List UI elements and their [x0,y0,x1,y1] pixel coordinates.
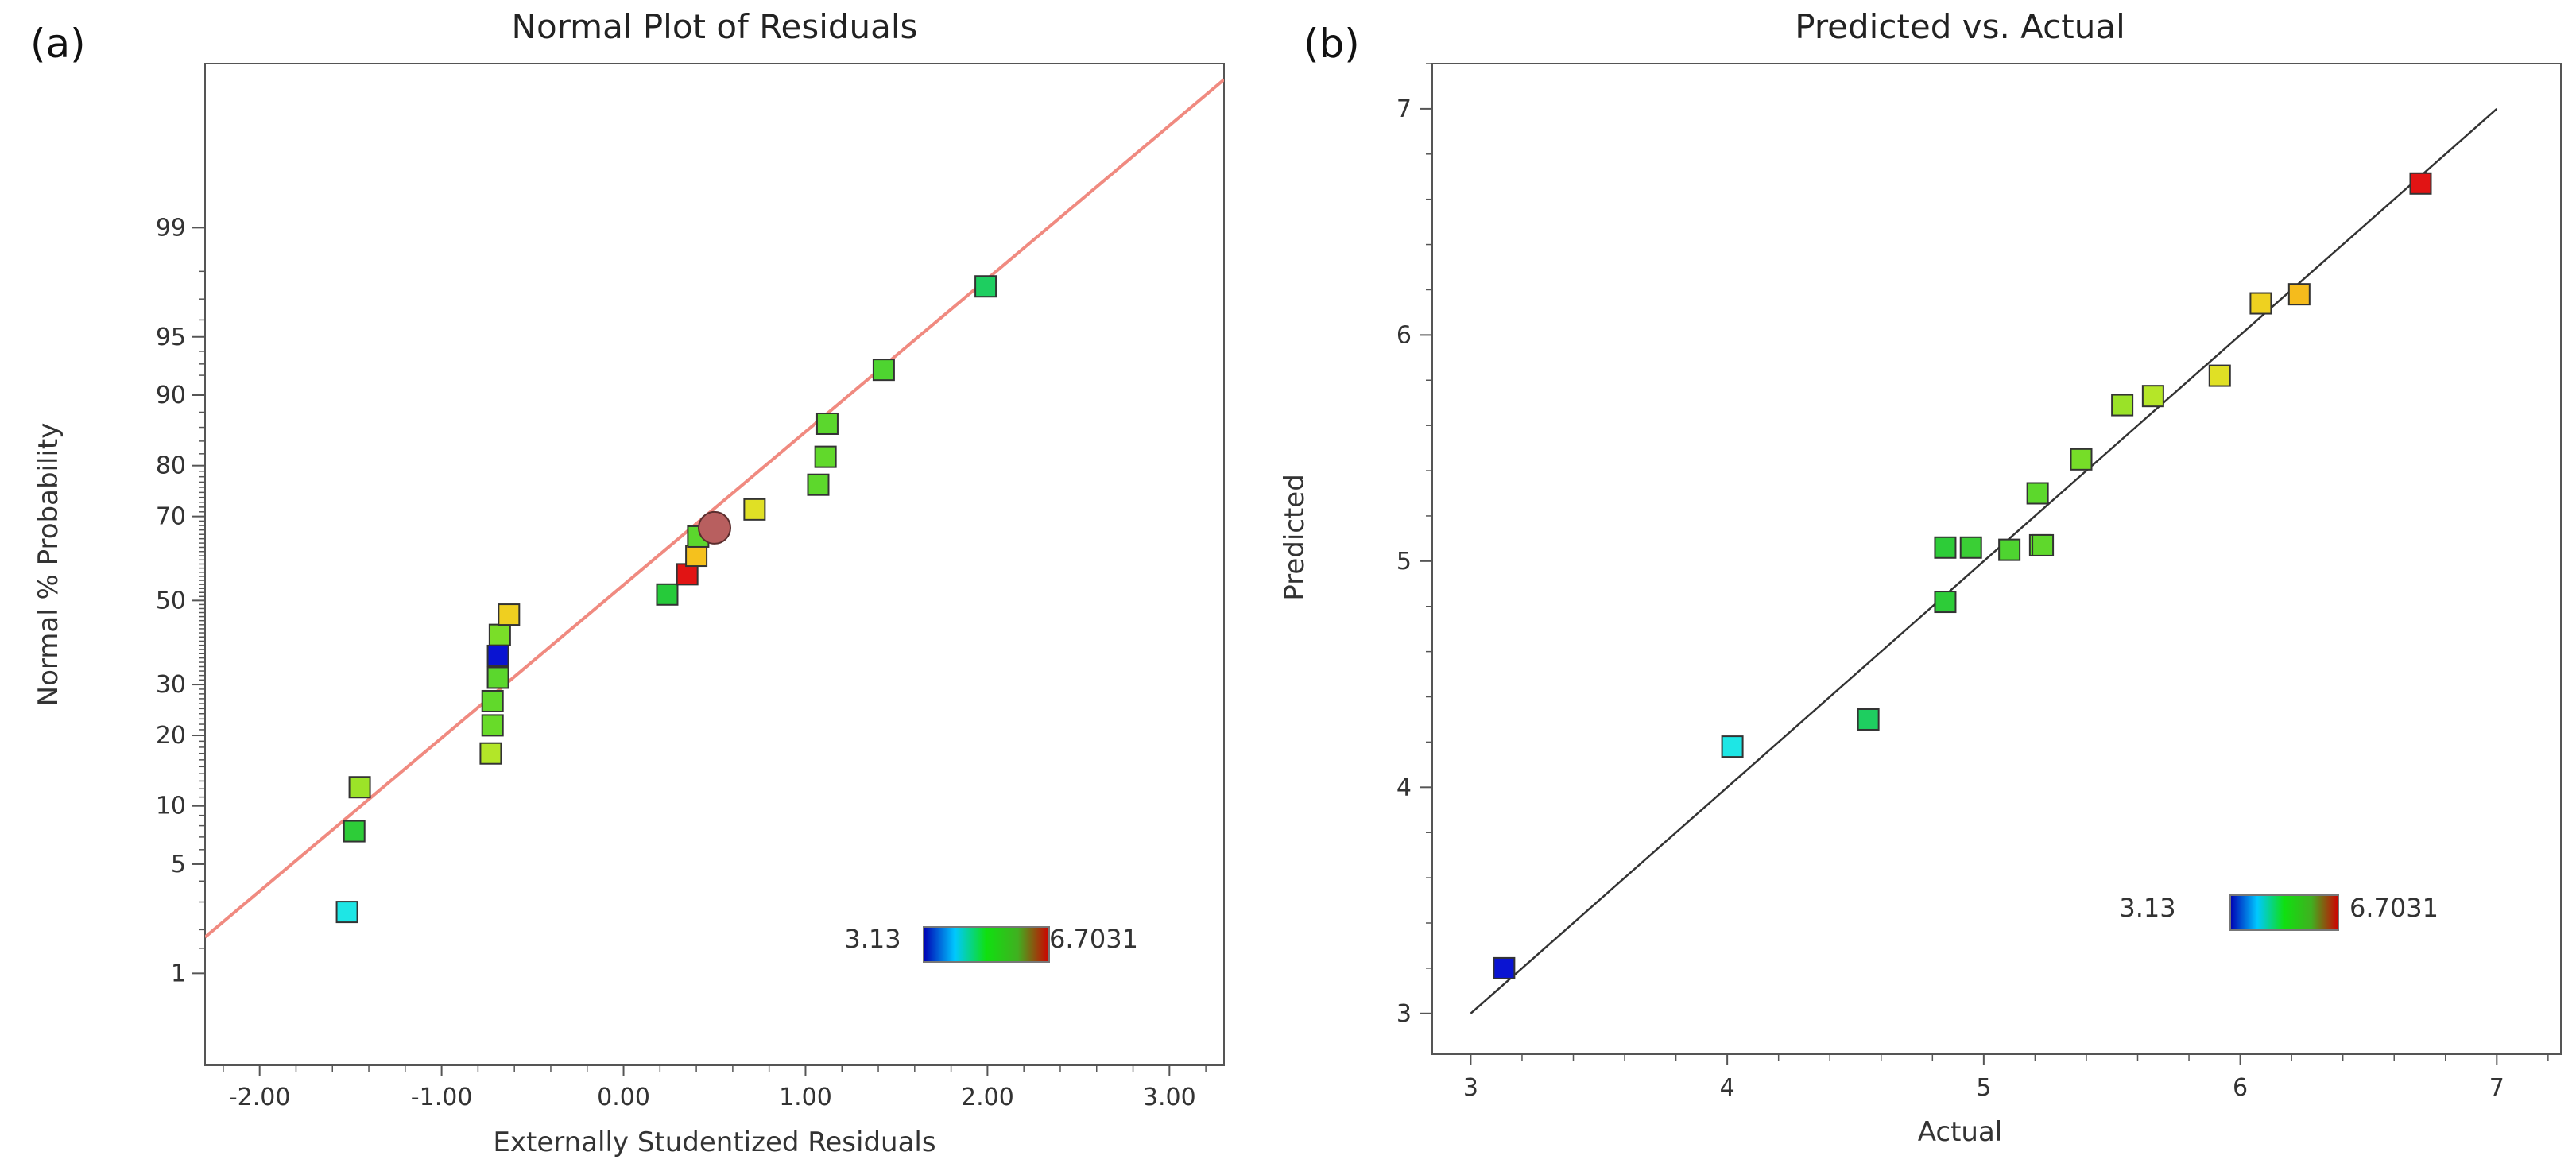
panel-a-data-point [348,776,371,799]
panel-b-axis-ticks: 3 4 5 6 7 3 4 5 6 7 [1396,63,2549,1102]
panel-b-data-point [2026,482,2049,505]
panel-a: (a) Normal Plot of Residuals -2.00 -1.00 0… [30,7,1225,1158]
panel-b-x-tick-label: 5 [1976,1074,1991,1102]
panel-a-data-point [343,820,366,843]
panel-a-axis-ticks: -2.00 -1.00 0.00 1.00 2.00 3.00 1 5 10 20 30 50 70 80… [156,214,1207,1111]
panel-b-label: (b) [1303,21,1360,67]
panel-a-y-tick-label: 99 [156,214,186,242]
panel-a-data-point [974,275,997,298]
panel-a-y-tick-label: 50 [156,587,186,615]
panel-a-reference-line [205,78,1224,939]
panel-a-y-tick-label: 20 [156,722,186,750]
panel-a-y-tick-label: 30 [156,671,186,699]
panel-a-data-point [807,473,830,496]
panel-b-reference-line [1470,107,2498,1014]
panel-a-data-point [488,623,511,646]
panel-a-highlight-point [698,510,731,545]
panel-b-reference-layer [1470,107,2498,1014]
panel-a-data-point [481,714,504,737]
panel-a-reference-layer [205,78,1224,939]
panel-b-x-tick-label: 7 [2489,1074,2504,1102]
panel-a-y-tick-label: 95 [156,324,186,351]
panel-a-data-point [676,563,699,586]
panel-b-x-tick-label: 3 [1463,1074,1478,1102]
panel-a-x-tick-label: 1.00 [779,1084,832,1111]
panel-a-data-point [814,445,837,468]
panel-b: (b) Predicted vs. Actual 3 4 5 6 7 3 4 5 6 7 Actu… [1279,7,2562,1148]
panel-a-data-point [335,901,358,924]
panel-a-x-tick-label: 2.00 [961,1084,1014,1111]
panel-a-data-point [685,545,708,568]
panel-b-title: Predicted vs. Actual [1795,7,2125,46]
panel-b-points [1493,172,2432,979]
panel-b-ylabel: Predicted [1279,474,1311,601]
panel-b-data-point [2287,283,2311,306]
panel-a-y-tick-label: 70 [156,503,186,531]
panel-b-data-point [1934,591,1957,614]
panel-b-data-point [2208,364,2231,387]
panel-a-points [335,275,997,924]
panel-a-data-point [656,583,679,606]
panel-a-data-point [498,603,521,626]
panel-b-data-point [2141,385,2164,408]
panel-b-y-tick-label: 4 [1396,774,1412,801]
panel-a-data-point [486,666,509,689]
panel-b-y-tick-label: 5 [1396,548,1412,576]
panel-a-data-point [481,689,504,712]
panel-a-data-point [479,742,502,765]
panel-a-label: (a) [30,21,86,67]
panel-a-colorbar [923,926,1050,963]
panel-b-x-tick-label: 6 [2233,1074,2248,1102]
panel-b-data-point [2070,448,2093,471]
panel-a-data-point [815,412,839,435]
panel-a-y-tick-label: 10 [156,793,186,820]
panel-a-ylabel: Normal % Probability [33,423,64,707]
panel-a-x-tick-label: 0.00 [597,1084,650,1111]
panel-b-x-tick-label: 4 [1720,1074,1735,1102]
panel-a-title: Normal Plot of Residuals [512,7,918,46]
panel-b-legend-max-label: 6.7031 [2349,893,2438,923]
panel-b-data-point [1721,735,1744,758]
panel-b-data-point [2111,394,2134,417]
panel-b-data-point [1934,536,1957,559]
panel-b-y-tick-label: 3 [1396,1000,1412,1028]
panel-a-y-tick-label: 1 [171,960,186,987]
panel-a-data-point [486,644,509,667]
panel-b-data-point [2249,292,2272,315]
panel-b-data-point [1493,956,1516,979]
panel-a-xlabel: Externally Studentized Residuals [493,1127,935,1158]
panel-b-plot-frame [1431,63,2562,1055]
panel-a-color-legend: 3.13 6.7031 [844,924,1138,963]
panel-a-x-tick-label: -2.00 [229,1084,291,1111]
panel-a-x-tick-label: -1.00 [411,1084,473,1111]
panel-b-data-point [2409,172,2432,195]
panel-b-xlabel: Actual [1918,1116,2003,1148]
panel-a-y-tick-label: 80 [156,452,186,480]
panel-b-y-tick-label: 6 [1396,321,1412,349]
panel-a-data-point [743,498,766,521]
panel-b-data-point [1857,708,1880,731]
panel-b-data-point [2032,533,2055,556]
panel-a-x-tick-label: 3.00 [1143,1084,1196,1111]
panel-b-legend-min-label: 3.13 [2119,893,2175,923]
panel-b-colorbar [2229,894,2339,931]
panel-a-legend-min-label: 3.13 [844,924,901,954]
panel-b-data-point [1959,536,1982,559]
panel-b-color-legend: 3.13 6.7031 [2119,893,2438,931]
panel-a-data-point [872,359,895,382]
panel-b-y-tick-label: 7 [1396,95,1412,123]
panel-b-data-point [1998,538,2021,561]
panel-a-y-tick-label: 5 [171,851,186,878]
panel-a-legend-max-label: 6.7031 [1049,924,1138,954]
panel-a-y-tick-label: 90 [156,382,186,409]
